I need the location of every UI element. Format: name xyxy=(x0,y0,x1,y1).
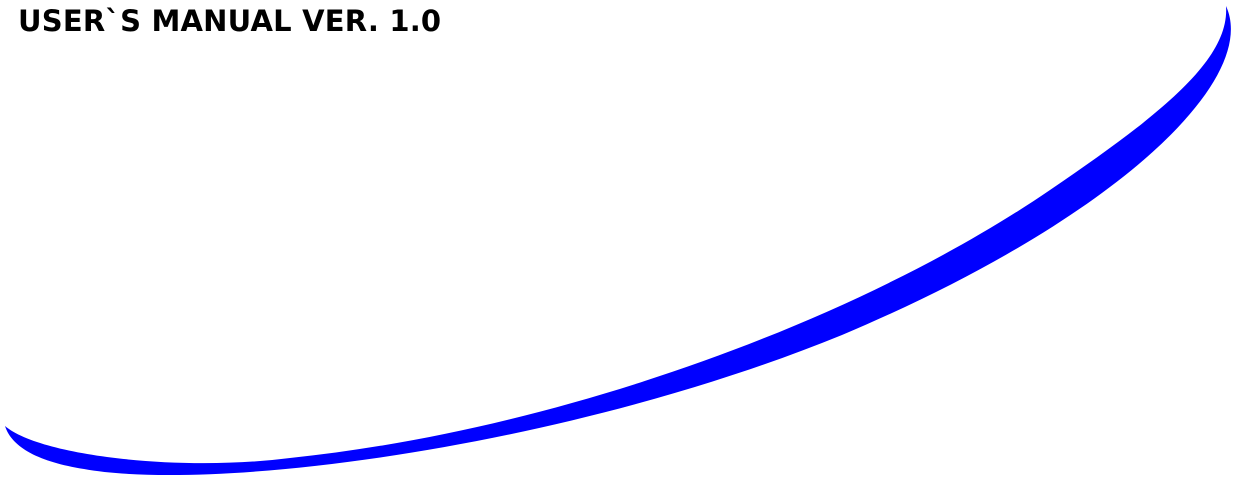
swoosh-shape xyxy=(5,6,1231,476)
manual-title: USER`S MANUAL VER. 1.0 xyxy=(18,4,442,38)
